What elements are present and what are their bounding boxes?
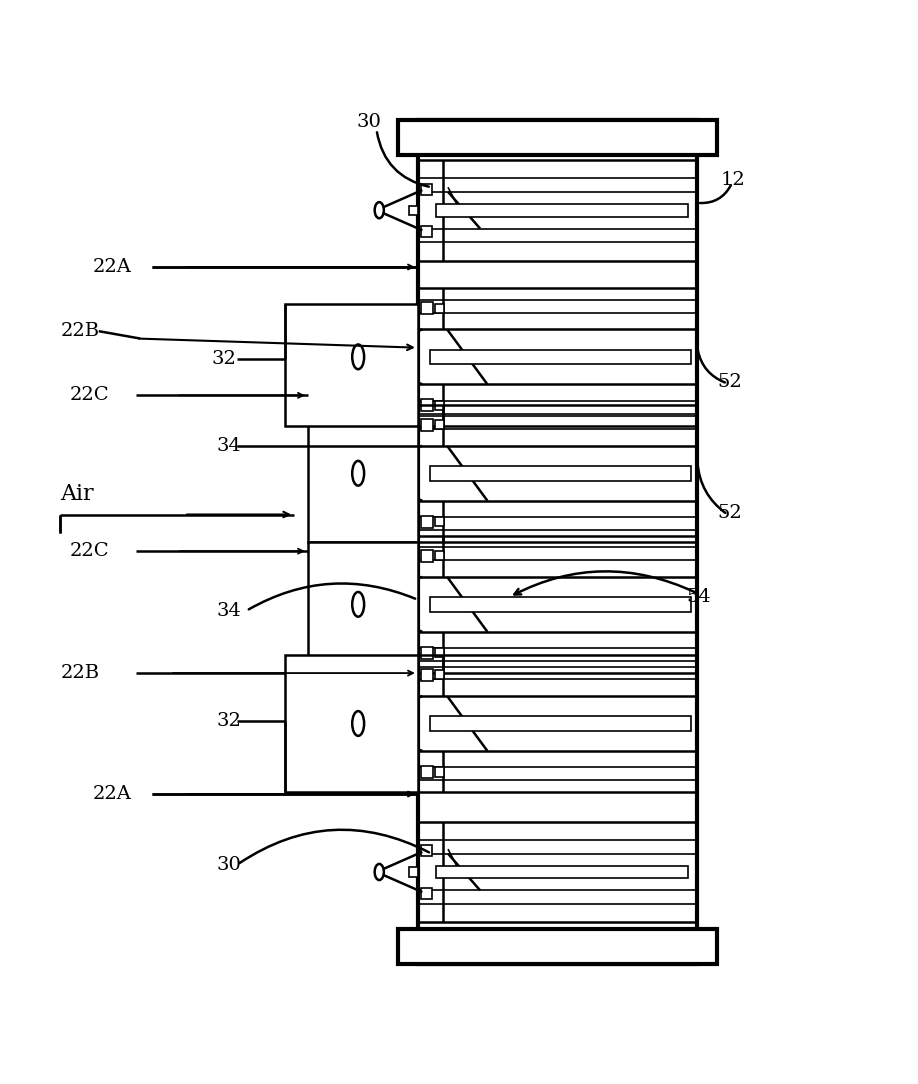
Bar	[430, 466, 691, 480]
Bar	[409, 867, 418, 877]
Bar	[421, 516, 433, 528]
Bar	[435, 551, 444, 560]
Ellipse shape	[353, 461, 364, 486]
Bar	[435, 401, 444, 410]
Text: 52: 52	[718, 373, 743, 390]
Bar	[421, 418, 433, 430]
Bar	[405, 598, 416, 610]
Text: 32: 32	[216, 712, 241, 730]
Text: 34: 34	[216, 602, 241, 620]
Text: 22B: 22B	[61, 664, 99, 682]
Bar	[421, 669, 433, 681]
Text: 30: 30	[216, 855, 241, 874]
Bar	[430, 597, 691, 611]
Bar	[421, 225, 432, 236]
Bar	[421, 302, 433, 314]
Text: 22A: 22A	[93, 258, 131, 276]
Text: 22C: 22C	[70, 386, 109, 404]
Bar	[285, 304, 418, 426]
Text: Air: Air	[61, 483, 94, 505]
Bar	[421, 183, 432, 195]
Bar	[435, 670, 444, 680]
Bar	[308, 404, 418, 542]
Bar	[421, 846, 432, 856]
Text: 12: 12	[721, 171, 745, 189]
Bar	[421, 550, 433, 562]
Bar	[430, 349, 691, 364]
Bar	[435, 304, 444, 313]
Bar	[435, 517, 444, 527]
Bar	[409, 206, 418, 215]
Bar	[418, 120, 698, 964]
Text: 22B: 22B	[61, 322, 99, 340]
Bar	[436, 865, 688, 878]
Ellipse shape	[353, 711, 364, 736]
Bar	[435, 421, 444, 429]
Ellipse shape	[353, 345, 364, 370]
Bar	[421, 766, 433, 778]
Bar	[421, 400, 433, 412]
Text: 52: 52	[718, 504, 743, 521]
Bar	[308, 542, 418, 680]
Text: 30: 30	[356, 113, 381, 131]
Ellipse shape	[375, 202, 384, 218]
Ellipse shape	[375, 864, 384, 880]
Bar	[405, 351, 416, 362]
Bar	[435, 648, 444, 658]
Text: 54: 54	[687, 588, 711, 606]
Text: 22A: 22A	[93, 785, 131, 803]
Text: 34: 34	[216, 437, 241, 455]
Bar	[405, 468, 416, 479]
Text: 32: 32	[211, 350, 237, 367]
Bar	[421, 647, 433, 659]
Text: 22C: 22C	[70, 542, 109, 560]
Bar	[397, 929, 718, 964]
Bar	[405, 718, 416, 728]
Bar	[430, 717, 691, 731]
Bar	[421, 888, 432, 899]
Bar	[397, 120, 718, 155]
Bar	[436, 204, 688, 217]
Ellipse shape	[353, 592, 364, 617]
Bar	[285, 655, 418, 792]
Bar	[435, 767, 444, 776]
